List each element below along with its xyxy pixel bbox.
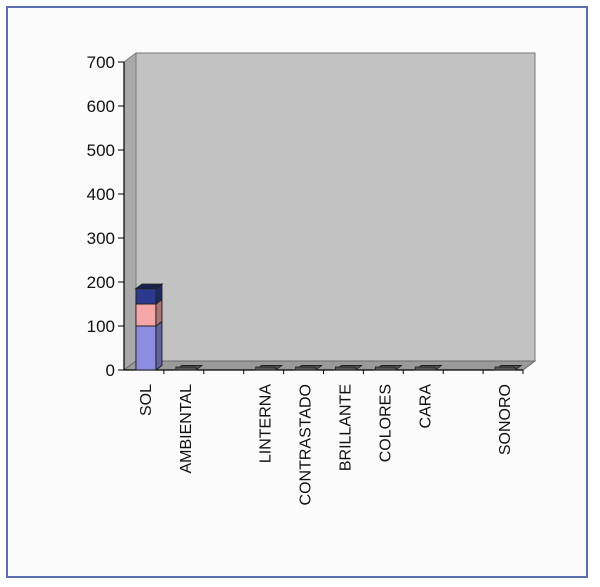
x-category-label: AMBIENTAL: [178, 384, 195, 474]
y-tick-label: 300: [87, 229, 115, 248]
y-tick-label: 0: [106, 361, 115, 380]
bar-segment: [135, 303, 157, 327]
bar-segment-side: [155, 320, 163, 371]
x-category-label: SONORO: [497, 384, 514, 455]
chart-side-wall: [123, 52, 137, 371]
x-category-label: CARA: [417, 384, 434, 429]
y-tick-label: 600: [87, 97, 115, 116]
chart-back-wall: [135, 52, 536, 362]
y-tick-label: 200: [87, 273, 115, 292]
x-category-label: CONTRASTADO: [298, 384, 315, 505]
bar-zero-slab: [255, 366, 277, 371]
y-tick-label: 100: [87, 317, 115, 336]
bar-segment: [135, 288, 157, 305]
y-tick-label: 400: [87, 185, 115, 204]
y-tick-label: 700: [87, 53, 115, 72]
x-category-label: LINTERNA: [258, 384, 275, 463]
bar-segment: [135, 325, 157, 371]
y-tick-label: 500: [87, 141, 115, 160]
bar-zero-slab: [374, 366, 396, 371]
x-category-label: COLORES: [377, 384, 394, 462]
bar-chart: 0 100 200 300 400 500 600 700 SOL AMBIENTAL LINTER…: [87, 52, 537, 505]
bar-zero-slab: [295, 366, 316, 371]
bar-zero-slab: [414, 366, 436, 371]
bar-zero-slab: [494, 366, 516, 371]
bar-top: [134, 283, 164, 290]
bar-zero-slab: [175, 366, 197, 371]
chart-frame: 0 100 200 300 400 500 600 700 SOL AMBIENTAL LINTER…: [6, 6, 588, 578]
x-category-label: SOL: [138, 384, 155, 416]
x-category-label: BRILLANTE: [337, 384, 354, 471]
bar-zero-slab: [335, 366, 356, 371]
